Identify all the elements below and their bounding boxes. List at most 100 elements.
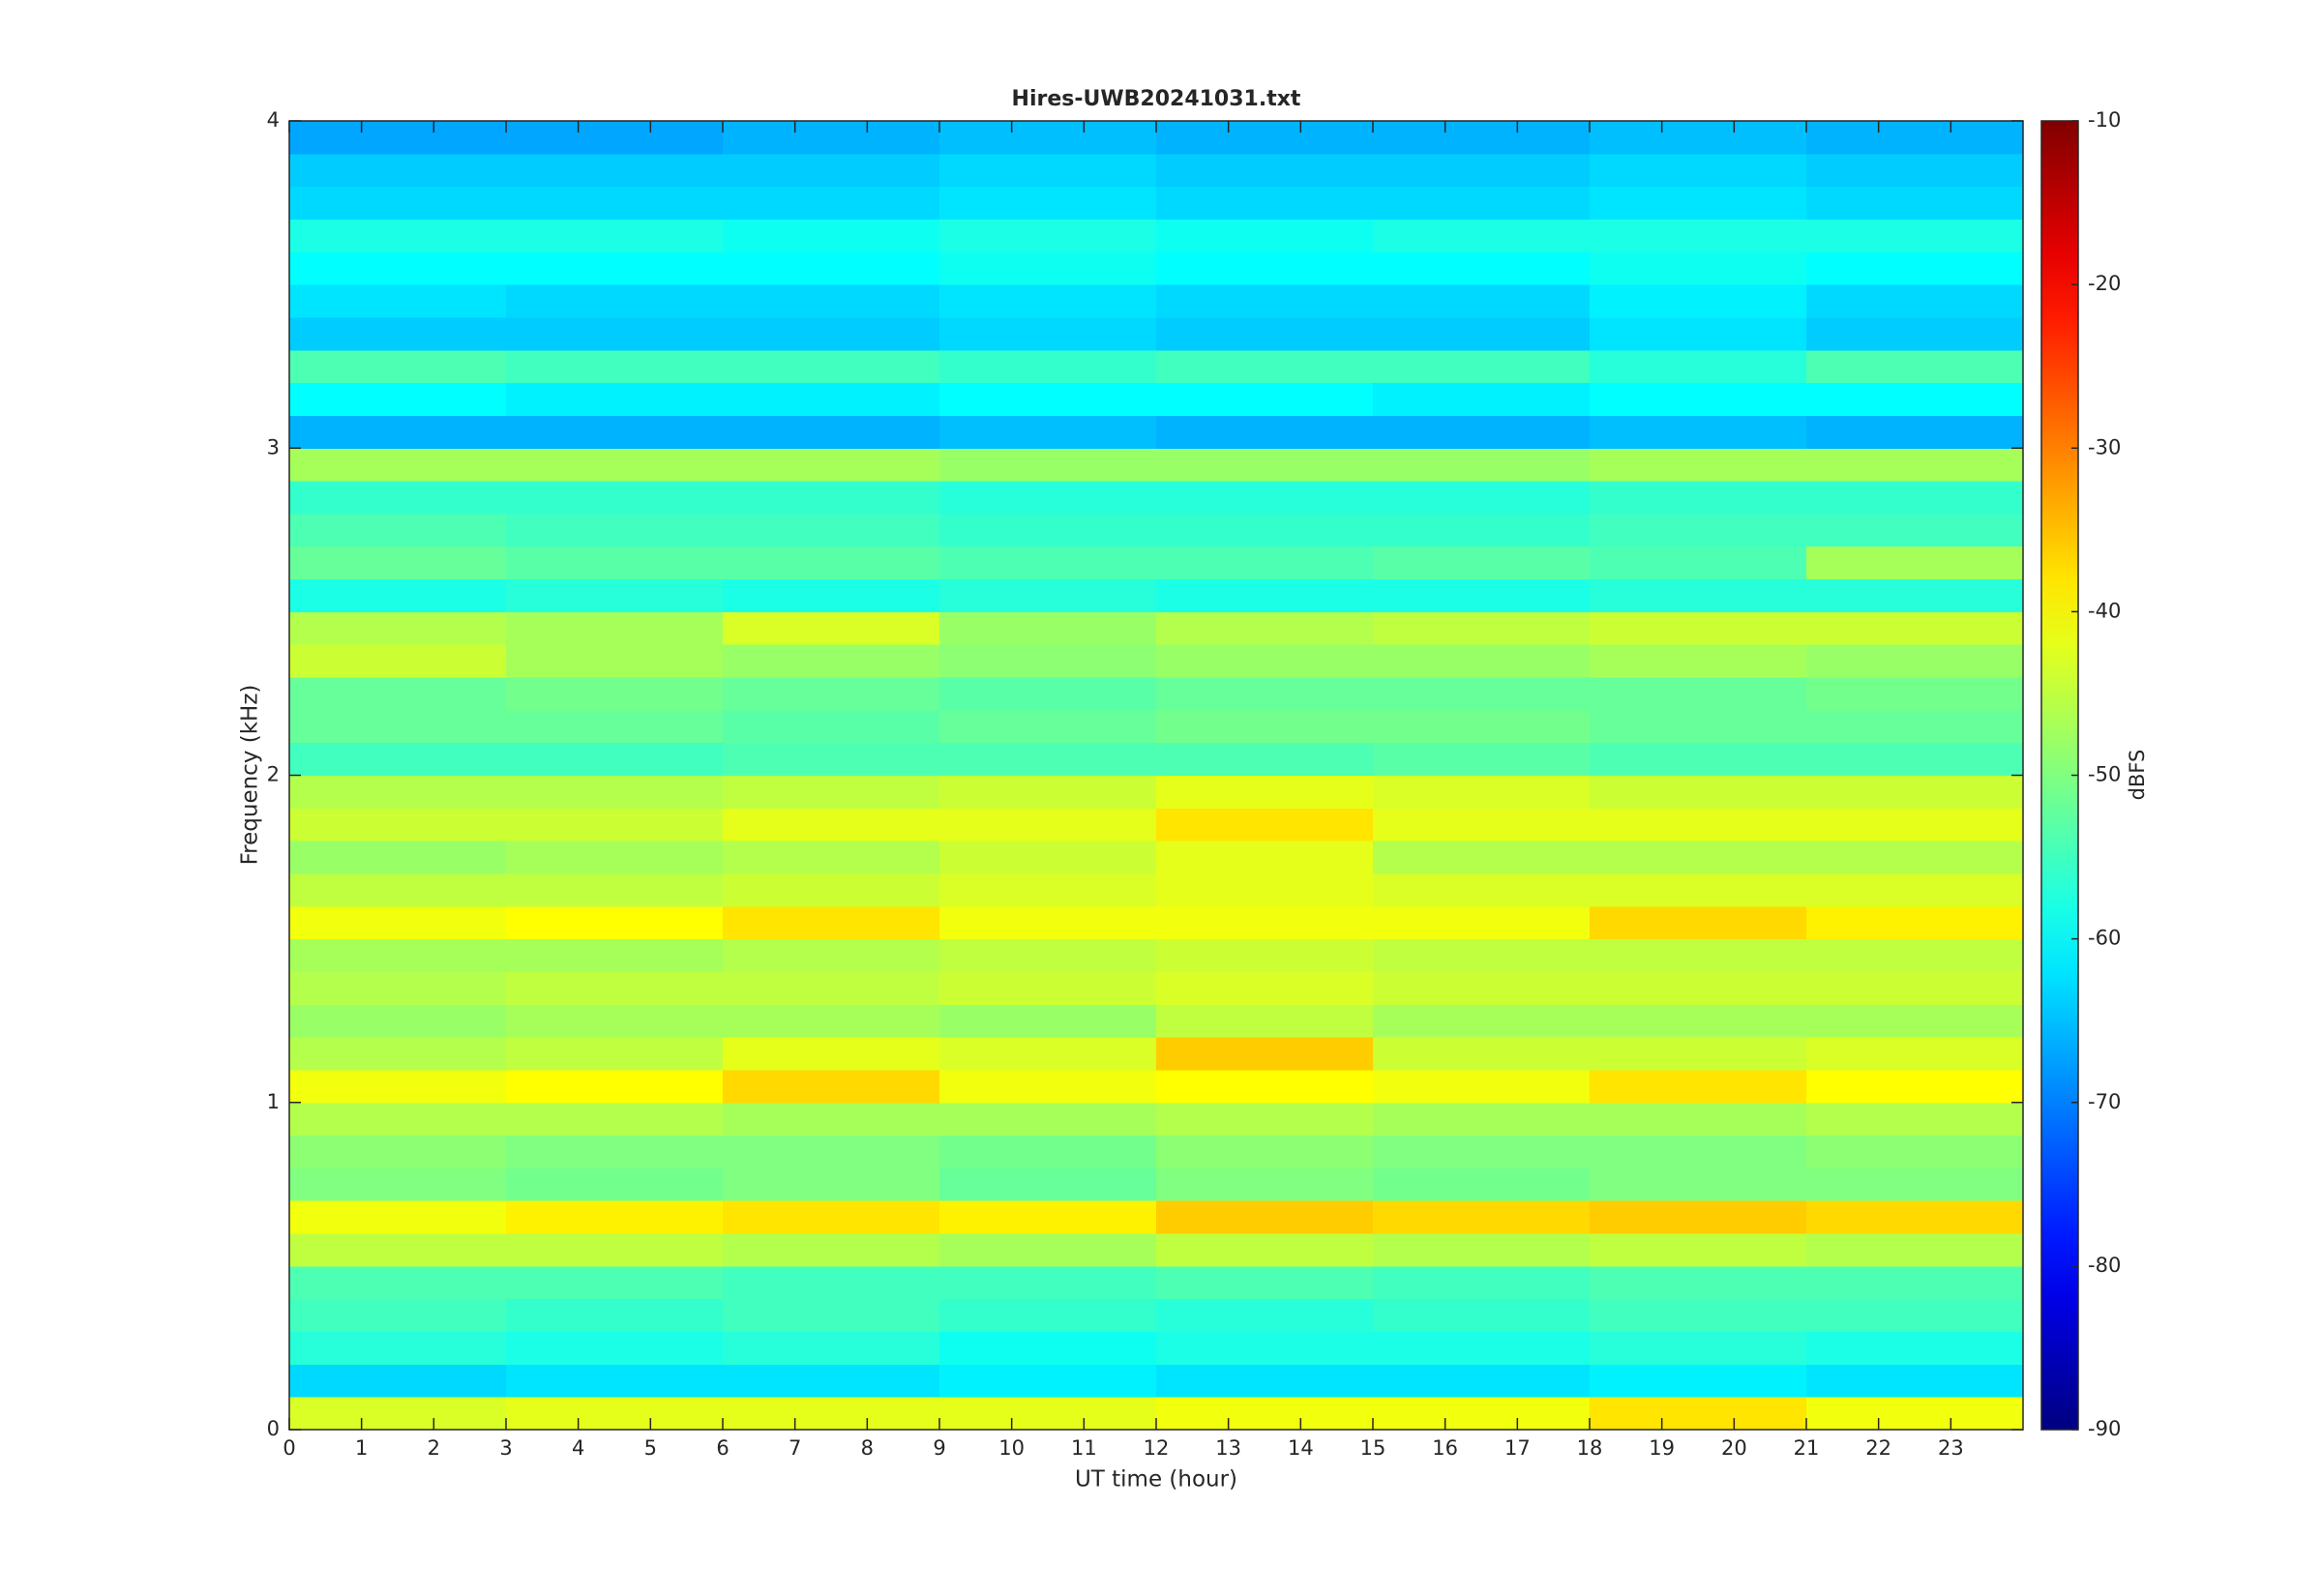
heat-cell — [1373, 121, 1591, 155]
heat-cell — [1590, 905, 1807, 940]
heat-cell — [939, 1037, 1157, 1071]
heat-cell — [1806, 1069, 2024, 1104]
heat-cell — [1373, 742, 1591, 776]
heat-cell — [289, 775, 507, 809]
heat-cell — [723, 1397, 940, 1431]
heat-cell — [939, 677, 1157, 711]
heat-cell — [1156, 415, 1374, 449]
heat-cell — [289, 448, 507, 482]
heat-cell — [1373, 1102, 1591, 1137]
heat-cell — [1590, 742, 1807, 776]
heat-cell — [1590, 709, 1807, 744]
heat-cell — [1590, 775, 1807, 809]
heat-cell — [506, 1037, 724, 1071]
heat-cell — [506, 513, 724, 547]
heat-cell — [1590, 219, 1807, 252]
heat-cell — [1156, 513, 1374, 547]
heat-cell — [1156, 971, 1374, 1005]
heat-cell — [506, 186, 724, 220]
heat-cell — [1806, 677, 2024, 711]
heat-cell — [1806, 709, 2024, 744]
heat-cell — [1590, 382, 1807, 416]
heat-cell — [1373, 1167, 1591, 1201]
heat-cell — [506, 1135, 724, 1168]
heat-cell — [289, 872, 507, 907]
heat-cell — [1590, 1135, 1807, 1168]
heat-cell — [289, 284, 507, 318]
heat-cell — [1590, 1397, 1807, 1431]
heat-cell — [1156, 578, 1374, 612]
heat-cell — [939, 186, 1157, 220]
heat-cell — [939, 1331, 1157, 1365]
heat-cell — [723, 1298, 940, 1333]
heat-cell — [1373, 349, 1591, 384]
heat-cell — [1590, 644, 1807, 678]
heat-cell — [723, 513, 940, 547]
colorbar-tick-label: -70 — [2088, 1090, 2121, 1113]
heat-cell — [289, 1167, 507, 1201]
heat-cell — [939, 1364, 1157, 1398]
heat-cell — [723, 121, 940, 155]
heat-cell — [1156, 1397, 1374, 1431]
x-tick-label: 3 — [499, 1436, 512, 1460]
heat-cell — [1156, 1265, 1374, 1300]
heat-cell — [1373, 841, 1591, 874]
heat-cell — [1590, 677, 1807, 711]
heat-cell — [289, 677, 507, 711]
heat-cell — [1806, 1102, 2024, 1137]
heat-cell — [1156, 938, 1374, 972]
heat-cell — [723, 709, 940, 744]
heat-cell — [506, 1364, 724, 1398]
heat-cell — [1806, 448, 2024, 482]
heat-cell — [939, 971, 1157, 1005]
heat-cell — [723, 1037, 940, 1071]
heat-cell — [1373, 905, 1591, 940]
heat-cell — [506, 546, 724, 580]
heat-cell — [506, 1069, 724, 1104]
heat-cell — [289, 415, 507, 449]
heat-cell — [289, 709, 507, 744]
heat-cell — [506, 316, 724, 351]
colorbar-tick-label: -20 — [2088, 272, 2121, 295]
heat-cell — [1590, 1298, 1807, 1333]
heat-cell — [939, 775, 1157, 809]
heat-cell — [1806, 1298, 2024, 1333]
heat-cell — [1590, 971, 1807, 1005]
heat-cell — [1590, 251, 1807, 285]
heat-cell — [1806, 1200, 2024, 1234]
heat-cell — [289, 513, 507, 547]
heat-cell — [723, 251, 940, 285]
heat-cell — [289, 578, 507, 612]
heat-cell — [723, 1364, 940, 1398]
heat-cell — [1373, 677, 1591, 711]
heat-cell — [1156, 611, 1374, 645]
heat-cell — [1806, 611, 2024, 645]
heat-cell — [289, 153, 507, 188]
heat-cell — [1806, 1037, 2024, 1071]
heat-cell — [1590, 513, 1807, 547]
heat-cell — [939, 316, 1157, 351]
heat-cell — [289, 971, 507, 1005]
x-tick-label: 20 — [1721, 1436, 1747, 1460]
heat-cell — [723, 1200, 940, 1234]
heat-cell — [939, 1265, 1157, 1300]
heat-cell — [1590, 1233, 1807, 1267]
heat-cell — [1156, 186, 1374, 220]
heat-cell — [506, 971, 724, 1005]
heat-cell — [939, 841, 1157, 874]
heat-cell — [1373, 872, 1591, 907]
heat-cell — [1806, 349, 2024, 384]
heat-cell — [723, 677, 940, 711]
heat-cell — [1156, 775, 1374, 809]
heat-cell — [939, 448, 1157, 482]
x-tick-label: 1 — [355, 1436, 368, 1460]
heat-cell — [289, 611, 507, 645]
heat-cell — [289, 1102, 507, 1137]
heat-cell — [1806, 546, 2024, 580]
x-tick-label: 5 — [644, 1436, 657, 1460]
heat-cell — [1373, 284, 1591, 318]
heat-cell — [1806, 775, 2024, 809]
heat-cell — [1806, 121, 2024, 155]
x-tick-label: 23 — [1938, 1436, 1964, 1460]
heat-cell — [939, 1167, 1157, 1201]
